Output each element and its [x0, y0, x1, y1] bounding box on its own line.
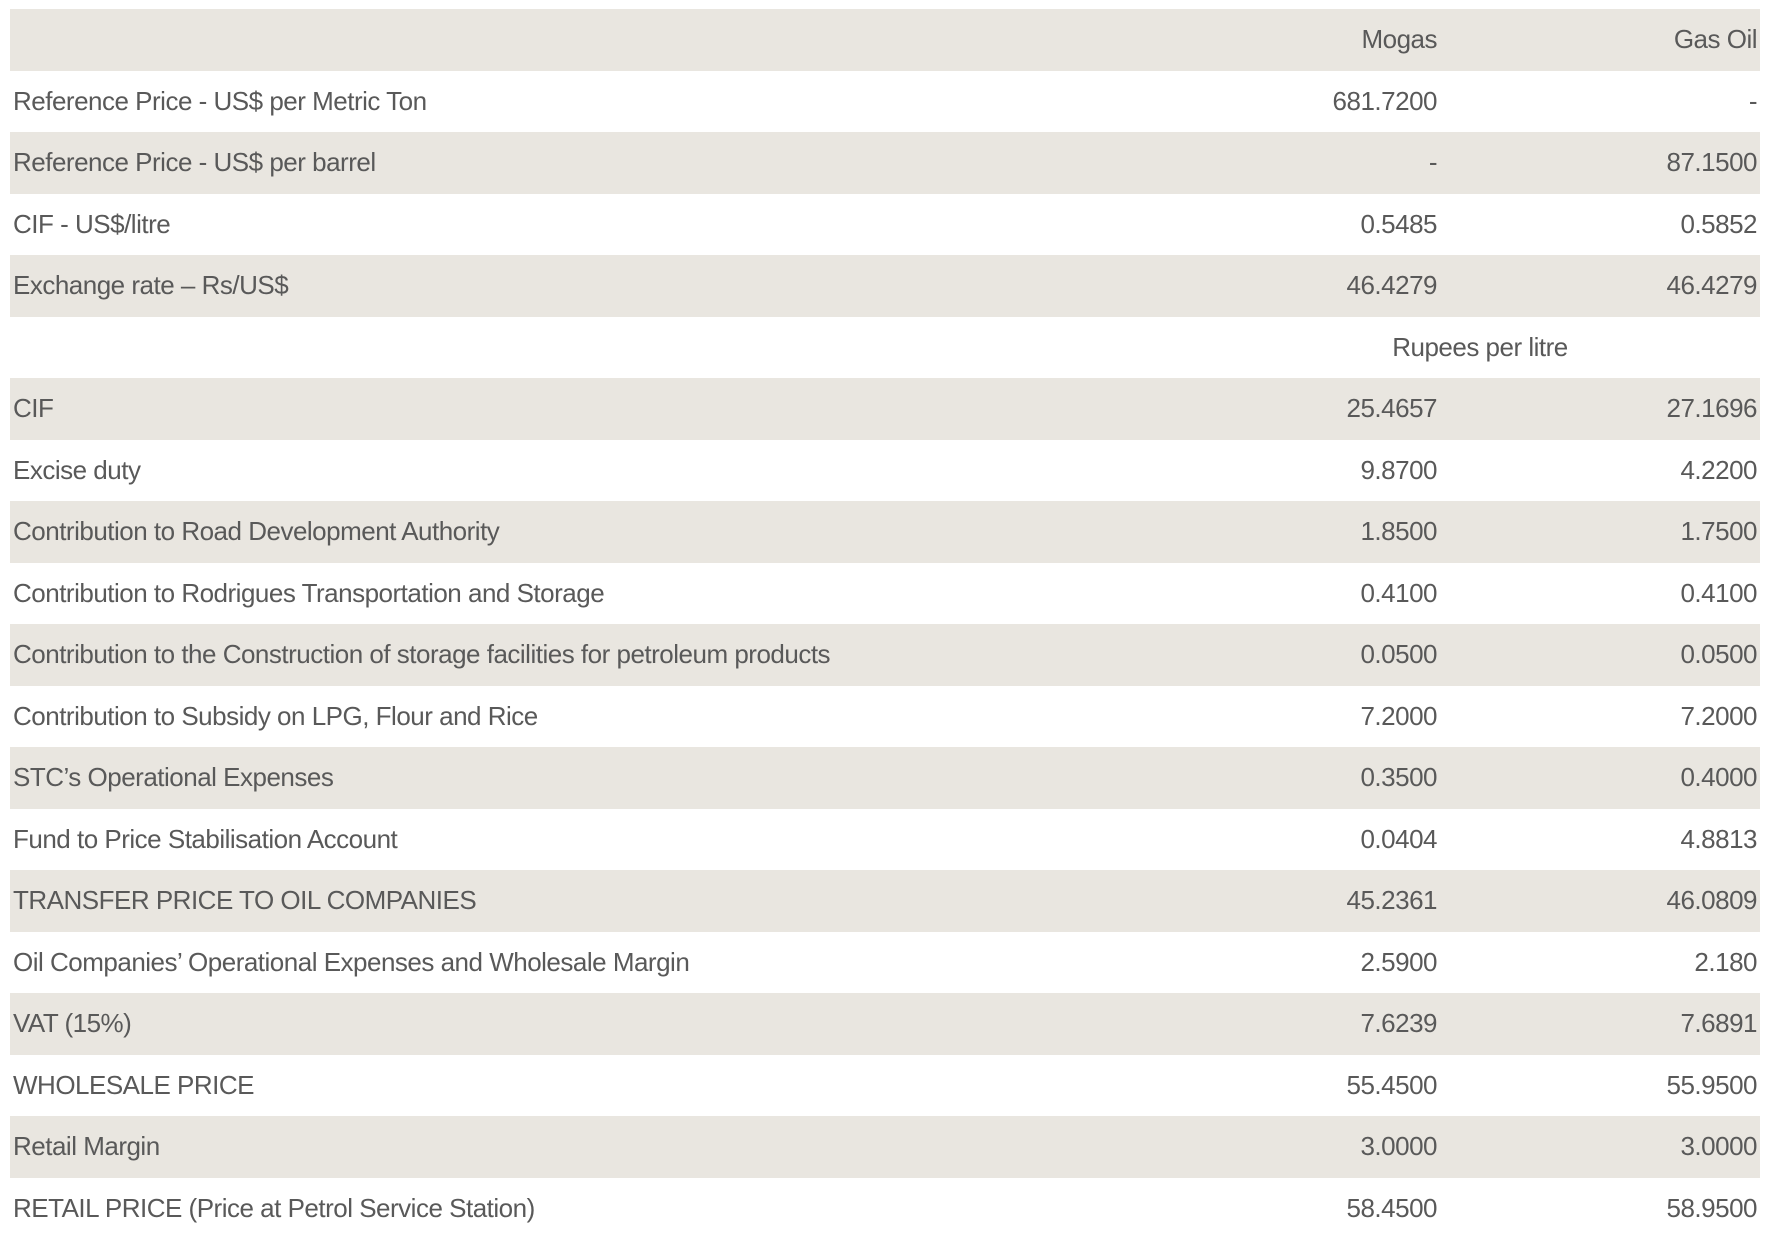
header-gasoil: Gas Oil [1446, 9, 1760, 71]
mogas-value: 0.0500 [1200, 624, 1446, 686]
gasoil-value: 58.9500 [1446, 1178, 1760, 1239]
table-row: Contribution to Subsidy on LPG, Flour an… [10, 686, 1760, 748]
row-label: CIF - US$/litre [10, 194, 1200, 256]
table-header-row: Mogas Gas Oil [10, 9, 1760, 71]
subheader-empty-cell [10, 317, 1200, 379]
gasoil-value: 55.9500 [1446, 1055, 1760, 1117]
mogas-value: 58.4500 [1200, 1178, 1446, 1239]
gasoil-value: 0.4000 [1446, 747, 1760, 809]
table-row: RETAIL PRICE (Price at Petrol Service St… [10, 1178, 1760, 1239]
row-label: VAT (15%) [10, 993, 1200, 1055]
mogas-value: 45.2361 [1200, 870, 1446, 932]
table-row: Contribution to the Construction of stor… [10, 624, 1760, 686]
gasoil-value: 0.5852 [1446, 194, 1760, 256]
gasoil-value: 0.4100 [1446, 563, 1760, 625]
gasoil-value: 1.7500 [1446, 501, 1760, 563]
gasoil-value: 2.180 [1446, 932, 1760, 994]
gasoil-value: - [1446, 71, 1760, 133]
mogas-value: 25.4657 [1200, 378, 1446, 440]
gasoil-value: 27.1696 [1446, 378, 1760, 440]
table-row: Reference Price - US$ per barrel-87.1500 [10, 132, 1760, 194]
mogas-value: - [1200, 132, 1446, 194]
mogas-value: 681.7200 [1200, 71, 1446, 133]
row-label: Exchange rate – Rs/US$ [10, 255, 1200, 317]
row-label: Retail Margin [10, 1116, 1200, 1178]
mogas-value: 0.4100 [1200, 563, 1446, 625]
row-label: RETAIL PRICE (Price at Petrol Service St… [10, 1178, 1200, 1239]
mogas-value: 0.0404 [1200, 809, 1446, 871]
mogas-value: 7.6239 [1200, 993, 1446, 1055]
fuel-price-table: Mogas Gas Oil Reference Price - US$ per … [10, 9, 1760, 1239]
gasoil-value: 4.8813 [1446, 809, 1760, 871]
mogas-value: 7.2000 [1200, 686, 1446, 748]
gasoil-value: 7.6891 [1446, 993, 1760, 1055]
row-label: Contribution to Subsidy on LPG, Flour an… [10, 686, 1200, 748]
mogas-value: 2.5900 [1200, 932, 1446, 994]
mogas-value: 55.4500 [1200, 1055, 1446, 1117]
gasoil-value: 3.0000 [1446, 1116, 1760, 1178]
gasoil-value: 87.1500 [1446, 132, 1760, 194]
gasoil-value: 46.4279 [1446, 255, 1760, 317]
row-label: Contribution to Rodrigues Transportation… [10, 563, 1200, 625]
table-row: Contribution to Road Development Authori… [10, 501, 1760, 563]
row-label: WHOLESALE PRICE [10, 1055, 1200, 1117]
row-label: CIF [10, 378, 1200, 440]
mogas-value: 1.8500 [1200, 501, 1446, 563]
table-row: Contribution to Rodrigues Transportation… [10, 563, 1760, 625]
fuel-price-structure-page: Mogas Gas Oil Reference Price - US$ per … [0, 0, 1770, 1200]
row-label: Contribution to Road Development Authori… [10, 501, 1200, 563]
subheader-label: Rupees per litre [1200, 317, 1760, 379]
table-row: Oil Companies’ Operational Expenses and … [10, 932, 1760, 994]
mogas-value: 0.5485 [1200, 194, 1446, 256]
gasoil-value: 46.0809 [1446, 870, 1760, 932]
table-subheader-row: Rupees per litre [10, 317, 1760, 379]
mogas-value: 0.3500 [1200, 747, 1446, 809]
header-empty-cell [10, 9, 1200, 71]
mogas-value: 46.4279 [1200, 255, 1446, 317]
mogas-value: 9.8700 [1200, 440, 1446, 502]
row-label: STC’s Operational Expenses [10, 747, 1200, 809]
row-label: Oil Companies’ Operational Expenses and … [10, 932, 1200, 994]
gasoil-value: 0.0500 [1446, 624, 1760, 686]
row-label: Contribution to the Construction of stor… [10, 624, 1200, 686]
gasoil-value: 4.2200 [1446, 440, 1760, 502]
row-label: Reference Price - US$ per Metric Ton [10, 71, 1200, 133]
row-label: TRANSFER PRICE TO OIL COMPANIES [10, 870, 1200, 932]
mogas-value: 3.0000 [1200, 1116, 1446, 1178]
gasoil-value: 7.2000 [1446, 686, 1760, 748]
header-mogas: Mogas [1200, 9, 1446, 71]
row-label: Reference Price - US$ per barrel [10, 132, 1200, 194]
row-label: Excise duty [10, 440, 1200, 502]
row-label: Fund to Price Stabilisation Account [10, 809, 1200, 871]
